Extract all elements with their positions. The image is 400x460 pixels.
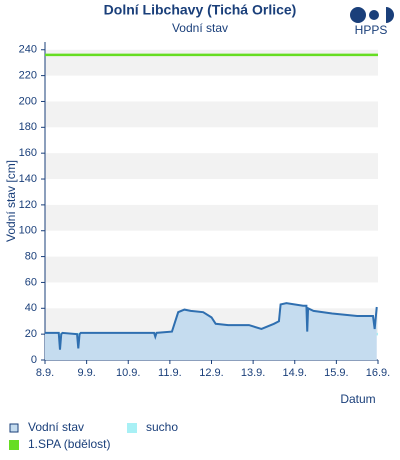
y-tick-label: 20	[25, 328, 37, 340]
y-tick-label: 200	[19, 95, 37, 107]
grid-band	[45, 101, 378, 128]
y-tick-label: 80	[25, 250, 37, 262]
grid-band	[45, 49, 378, 76]
x-tick-label: 11.9.	[158, 367, 182, 379]
y-tick-label: 220	[19, 70, 37, 82]
chart-subtitle: Vodní stav	[172, 21, 228, 35]
x-tick-label: 14.9.	[283, 367, 307, 379]
legend-swatch	[9, 423, 19, 433]
logo-dot	[350, 7, 366, 23]
area-fill	[45, 303, 377, 360]
y-tick-label: 100	[19, 225, 37, 237]
legend-label: 1.SPA (bdělost)	[28, 437, 111, 451]
legend-label: sucho	[146, 420, 178, 434]
chart-title: Dolní Libchavy (Tichá Orlice)	[104, 2, 297, 18]
logo-text: HPPS	[355, 23, 388, 37]
x-tick-label: 13.9.	[241, 367, 265, 379]
legend-swatch	[9, 440, 19, 450]
x-axis-label: Datum	[340, 392, 375, 406]
y-tick-label: 120	[19, 199, 37, 211]
grid-band	[45, 153, 378, 180]
logo-dot	[386, 7, 394, 23]
grid-band	[45, 256, 378, 283]
y-tick-label: 40	[25, 302, 37, 314]
x-tick-label: 15.9.	[324, 367, 348, 379]
x-tick-label: 10.9.	[116, 367, 140, 379]
logo: HPPS	[350, 7, 394, 37]
x-tick-label: 16.9.	[366, 367, 390, 379]
logo-dot	[369, 10, 379, 20]
line	[45, 302, 378, 350]
y-axis-label: Vodní stav [cm]	[4, 160, 18, 242]
y-tick-label: 60	[25, 276, 37, 288]
x-tick-label: 12.9.	[199, 367, 223, 379]
x-tick-label: 8.9.	[36, 367, 54, 379]
y-tick-label: 160	[19, 147, 37, 159]
y-tick-label: 0	[31, 354, 37, 366]
y-tick-label: 140	[19, 173, 37, 185]
legend-swatch	[127, 423, 137, 433]
y-tick-label: 180	[19, 121, 37, 133]
legend-label: Vodní stav	[28, 420, 84, 434]
x-tick-label: 9.9.	[77, 367, 95, 379]
grid-band	[45, 204, 378, 231]
y-tick-label: 240	[19, 44, 37, 56]
